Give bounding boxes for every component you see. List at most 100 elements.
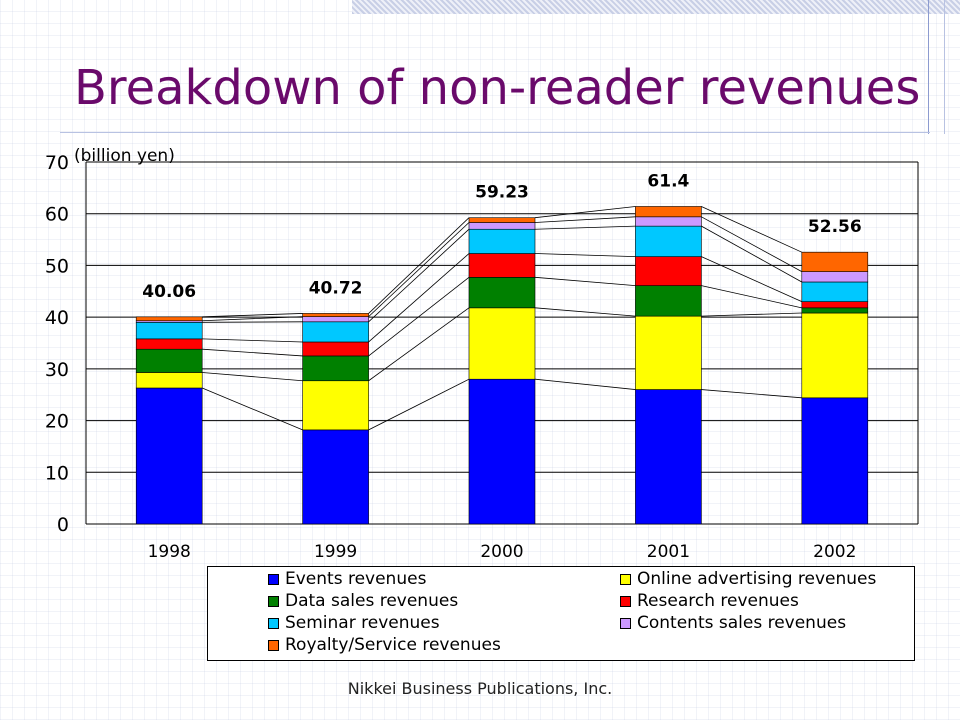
y-tick-label: 70 <box>45 152 69 174</box>
bar-segment <box>135 322 203 340</box>
bar-segment <box>635 206 702 218</box>
legend-label: Online advertising revenues <box>637 569 877 589</box>
legend-label: Data sales revenues <box>285 591 459 611</box>
series-connector-line <box>534 206 636 219</box>
bar-segment <box>635 256 702 286</box>
slide-footer: Nikkei Business Publications, Inc. <box>347 679 613 698</box>
legend-entry: Seminar revenues <box>268 613 440 633</box>
bar-segment <box>635 315 702 390</box>
legend-swatch <box>268 573 279 585</box>
bar-segment <box>468 253 536 278</box>
y-unit-label: (billion yen) <box>74 146 175 166</box>
legend-label: Research revenues <box>637 591 799 611</box>
bar-segment <box>302 355 369 382</box>
chart-legend: Events revenues Online advertising revenu… <box>207 566 915 661</box>
total-data-label: 40.06 <box>142 282 196 302</box>
bar-segment <box>135 348 203 373</box>
bar-segment <box>135 387 203 525</box>
y-tick-label: 50 <box>45 255 69 277</box>
y-tick-label: 30 <box>45 359 69 381</box>
series-connector-line <box>534 253 636 258</box>
bar-segment <box>468 277 536 309</box>
legend-entry: Online advertising revenues <box>620 569 877 589</box>
bar-segment <box>801 301 869 309</box>
legend-swatch <box>620 617 631 629</box>
bar-segment <box>302 316 369 323</box>
series-connector-line <box>701 216 802 272</box>
title-underline <box>60 132 930 133</box>
bar-segment <box>468 307 536 380</box>
series-connector-line <box>202 338 303 343</box>
series-connector-line <box>368 228 470 323</box>
total-data-label: 61.4 <box>647 171 689 191</box>
x-tick-label: 2001 <box>647 542 690 562</box>
series-connector-line <box>701 312 802 317</box>
bar-segment <box>468 228 536 254</box>
bar-segment <box>135 316 203 322</box>
series-connector-line <box>202 313 303 318</box>
series-connector-line <box>534 225 636 230</box>
bar-segment <box>801 281 869 302</box>
total-data-label: 59.23 <box>475 183 529 203</box>
slide-title: Breakdown of non-reader revenues <box>74 60 921 116</box>
bar-segment <box>801 251 869 272</box>
decorative-top-band <box>352 0 960 14</box>
series-connector-line <box>701 285 802 309</box>
bar-segment <box>801 397 869 525</box>
legend-entry: Royalty/Service revenues <box>268 635 501 655</box>
series-connector-line <box>534 216 636 223</box>
series-connector-line <box>368 253 470 343</box>
series-connector-line <box>368 307 470 382</box>
bar-segment <box>468 222 536 230</box>
series-connector-line <box>701 389 802 399</box>
series-connector-line <box>202 316 303 322</box>
bar-segment <box>302 321 369 343</box>
legend-label: Royalty/Service revenues <box>285 635 501 655</box>
y-tick-label: 60 <box>45 204 69 226</box>
bar-segment <box>302 380 369 431</box>
series-connector-line <box>701 225 802 283</box>
series-connector-line <box>202 321 303 323</box>
series-connector-line <box>202 372 303 382</box>
series-connector-line <box>701 256 802 302</box>
legend-entry: Data sales revenues <box>268 591 459 611</box>
legend-entry: Research revenues <box>620 591 799 611</box>
legend-swatch <box>268 617 279 629</box>
y-tick-label: 0 <box>57 514 69 536</box>
bar-segment <box>302 341 369 357</box>
bar-segment <box>801 312 869 399</box>
series-connector-line <box>368 277 470 357</box>
x-tick-label: 1998 <box>148 542 191 562</box>
bar-segment <box>801 271 869 283</box>
total-data-label: 52.56 <box>808 217 862 237</box>
x-tick-label: 2000 <box>480 542 523 562</box>
bar-segment <box>302 313 369 317</box>
bar-segment <box>135 338 203 350</box>
series-connector-line <box>202 387 303 431</box>
series-connector-line <box>368 217 470 314</box>
bar-segment <box>801 307 869 314</box>
legend-entry: Contents sales revenues <box>620 613 846 633</box>
bar-segment <box>468 217 536 223</box>
bar-segment <box>635 285 702 317</box>
series-connector-line <box>534 378 636 390</box>
legend-entry: Events revenues <box>268 569 426 589</box>
bar-segment <box>635 216 702 227</box>
series-connector-line <box>534 307 636 317</box>
y-tick-label: 20 <box>45 411 69 433</box>
legend-swatch <box>268 595 279 607</box>
series-connector-line <box>701 206 802 253</box>
bar-segment <box>635 225 702 257</box>
decorative-vertical-line <box>944 0 945 134</box>
y-tick-label: 10 <box>45 462 69 484</box>
series-connector-line <box>202 348 303 357</box>
bar-segment <box>635 389 702 525</box>
x-tick-label: 2002 <box>813 542 856 562</box>
legend-swatch <box>620 595 631 607</box>
decorative-vertical-line <box>928 0 929 134</box>
total-data-label: 40.72 <box>309 278 363 298</box>
legend-swatch <box>620 573 631 585</box>
bar-segment <box>135 372 203 389</box>
series-connector-line <box>368 222 470 317</box>
